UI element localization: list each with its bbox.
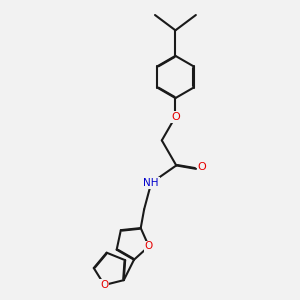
Text: O: O	[145, 241, 153, 251]
Text: O: O	[198, 162, 206, 172]
Text: O: O	[171, 112, 180, 122]
Text: O: O	[100, 280, 109, 290]
Text: NH: NH	[143, 178, 159, 188]
